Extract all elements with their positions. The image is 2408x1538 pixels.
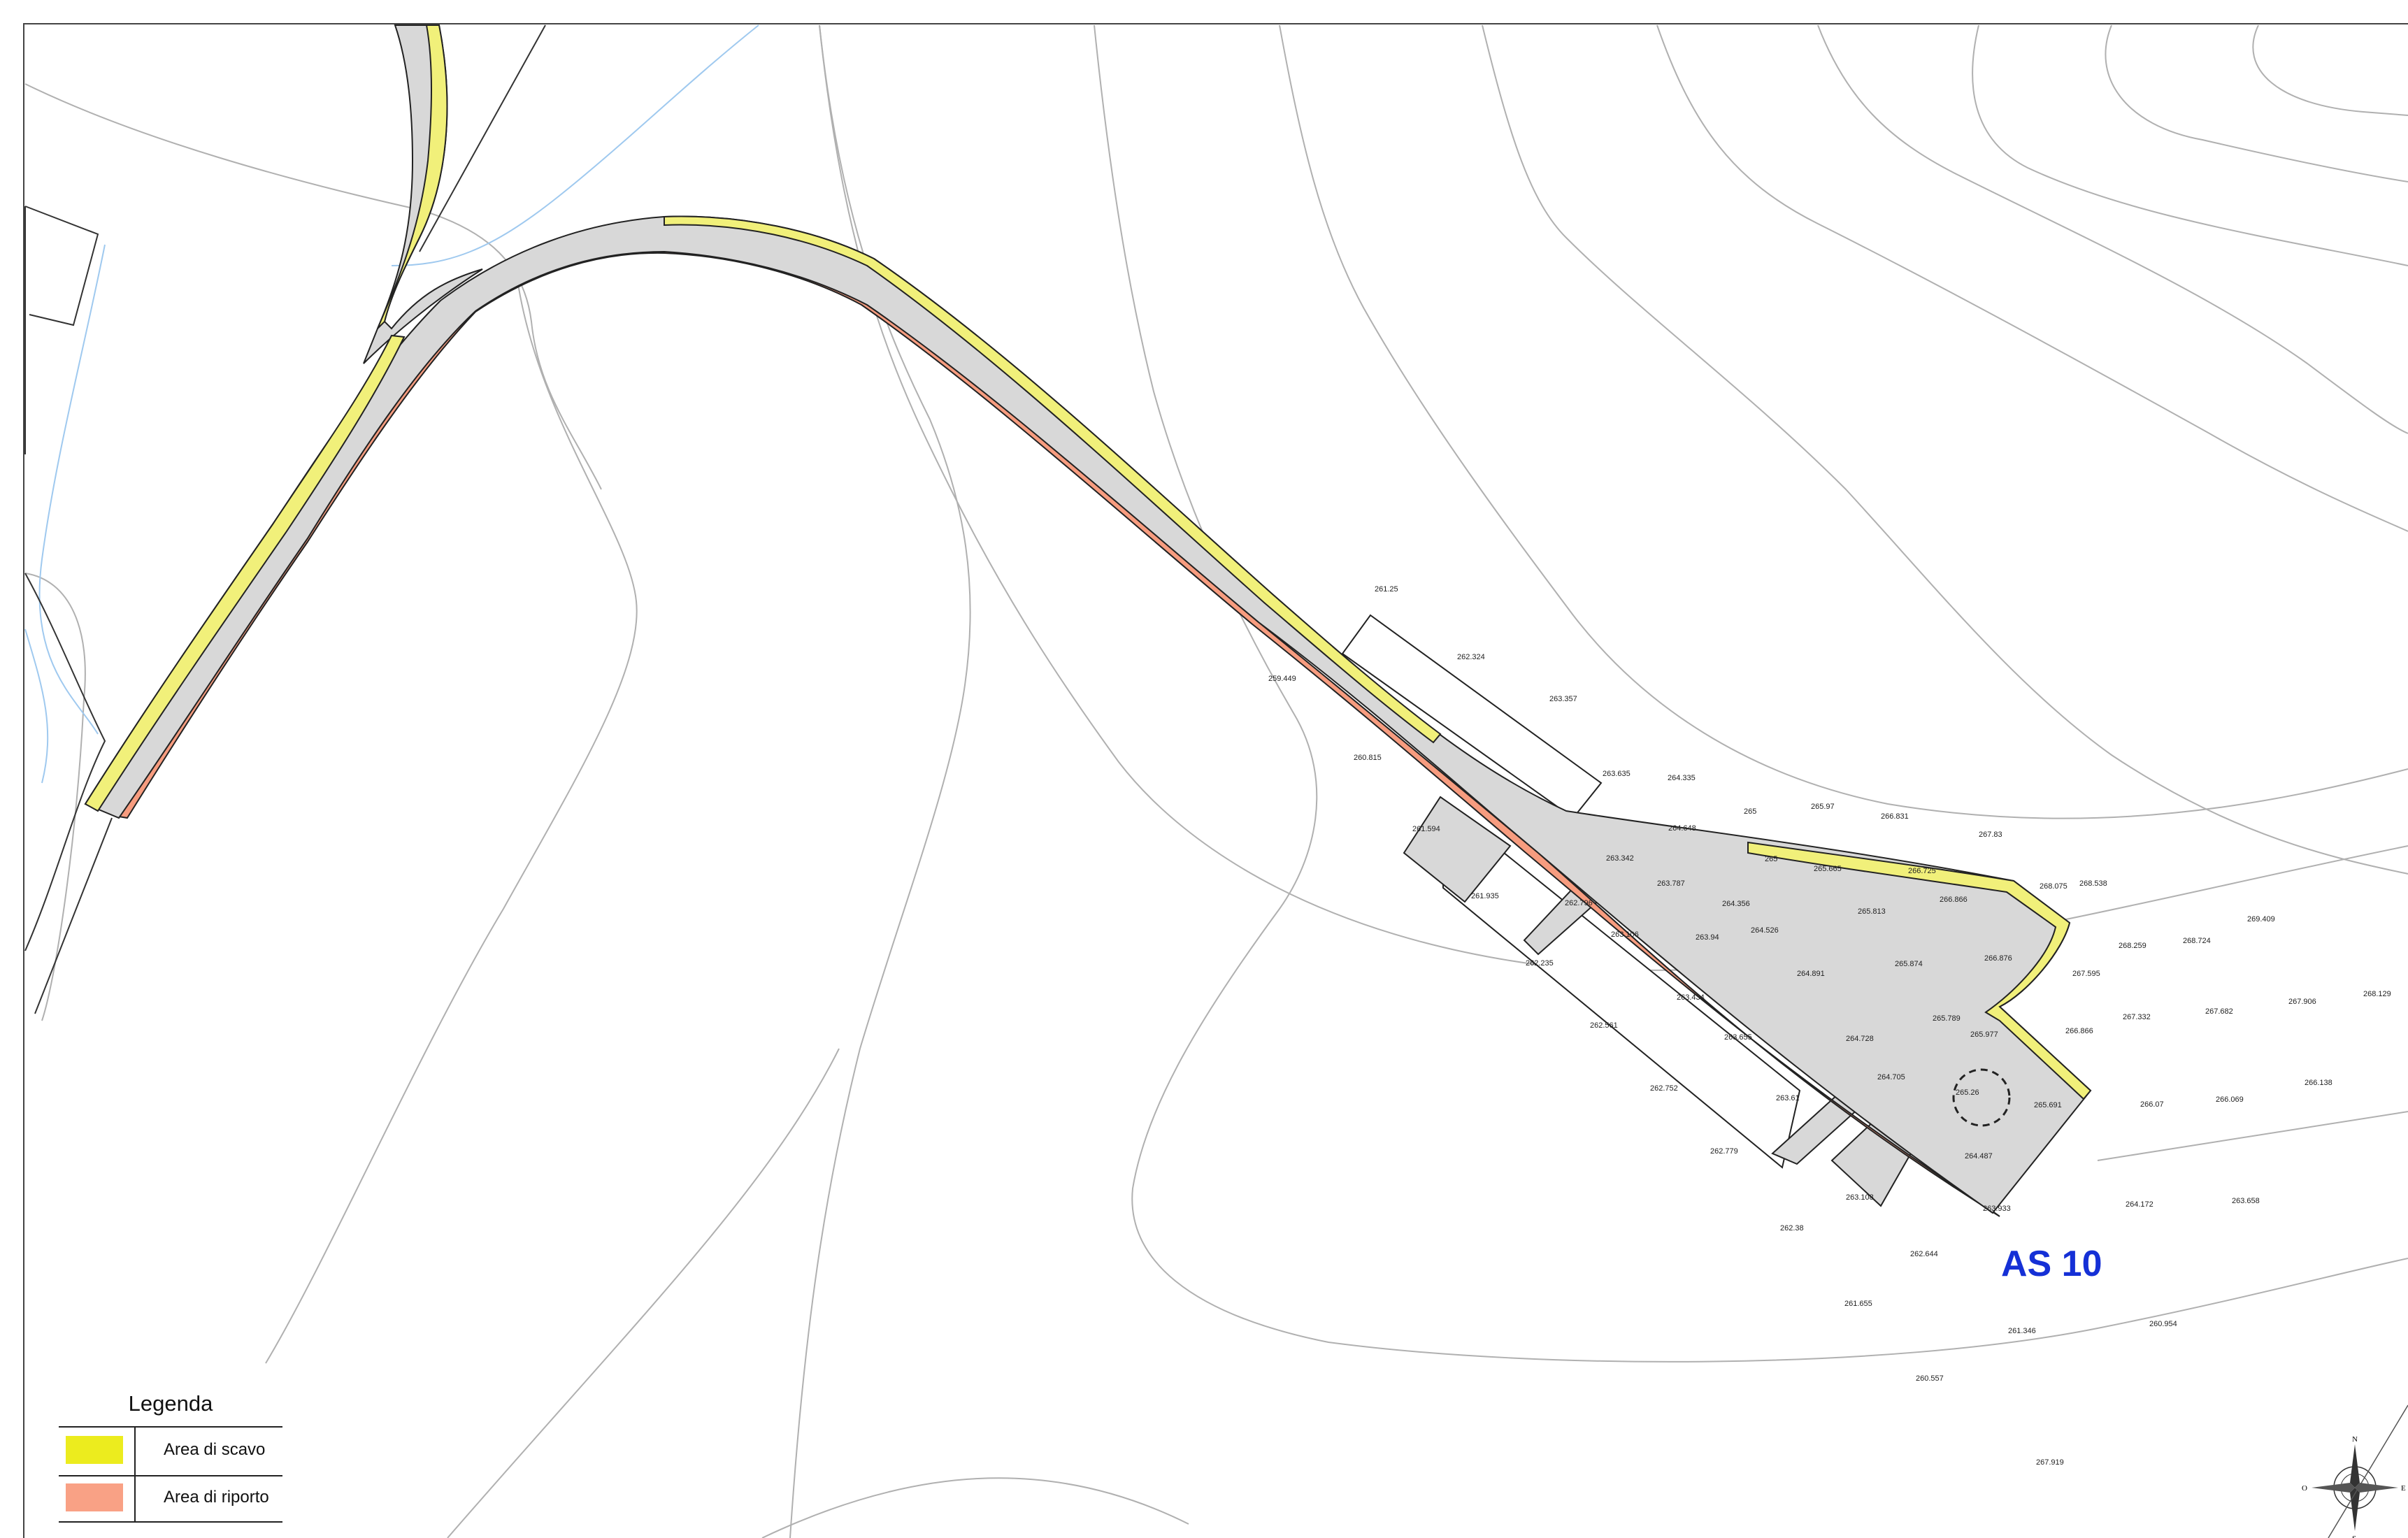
platform-structures: [1341, 614, 1924, 1207]
map-frame: [23, 23, 2408, 1538]
elevation-label: 265.26: [1956, 1088, 1979, 1097]
elevation-label: 268.129: [2363, 990, 2391, 998]
elevation-label: 267.919: [2036, 1458, 2064, 1467]
elevation-label: 269.409: [2247, 915, 2275, 923]
legend-title: Legenda: [128, 1391, 213, 1416]
compass-n: N: [2352, 1435, 2358, 1444]
elevation-label: 259.449: [1268, 675, 1296, 683]
contour-lines: [24, 24, 2408, 1538]
elevation-label: 262.752: [1650, 1084, 1678, 1093]
elevation-label: 263.658: [2232, 1197, 2260, 1205]
elevation-label: 263.635: [1603, 770, 1631, 778]
compass-e: E: [2401, 1484, 2406, 1493]
legend-bottom-rule: [59, 1521, 282, 1523]
elevation-label: 262.644: [1910, 1250, 1938, 1258]
elevation-label: 267.595: [2072, 970, 2100, 978]
legend-divider: [134, 1426, 136, 1523]
elevation-label: 266.876: [1984, 954, 2012, 963]
elevation-label: 262.796: [1565, 899, 1593, 907]
elevation-label: 263.434: [1677, 993, 1705, 1002]
elevation-label: 260.954: [2149, 1320, 2177, 1328]
elevation-label: 267.83: [1979, 831, 2002, 839]
legend-mid-rule: [59, 1475, 282, 1476]
elevation-label: 266.07: [2140, 1100, 2164, 1109]
elevation-label: 268.075: [2040, 882, 2067, 891]
elevation-label: 262.38: [1780, 1224, 1804, 1232]
elevation-label: 261.594: [1412, 825, 1440, 833]
elevation-label: 266.725: [1908, 867, 1936, 875]
elevation-label: 265.977: [1970, 1030, 1998, 1039]
elevation-label: 262.561: [1590, 1021, 1618, 1030]
elevation-label: 263.108: [1846, 1193, 1874, 1202]
elevation-label: 265.789: [1933, 1014, 1961, 1023]
elevation-label: 263.933: [1983, 1205, 2011, 1213]
compass-s: S: [2352, 1535, 2356, 1538]
elevation-label: 261.346: [2008, 1327, 2036, 1335]
elevation-label: 260.815: [1354, 754, 1382, 762]
elevation-label: 265.813: [1858, 907, 1886, 916]
elevation-label: 266.069: [2216, 1095, 2244, 1104]
elevation-label: 263.357: [1549, 695, 1577, 703]
elevation-label: 266.138: [2305, 1079, 2332, 1087]
elevation-label: 264.648: [1668, 824, 1696, 833]
elevation-label: 268.259: [2119, 942, 2147, 950]
elevation-label: 265.874: [1895, 960, 1923, 968]
compass-o: O: [2302, 1484, 2307, 1493]
elevation-label: 265: [1765, 855, 1777, 863]
elevation-label: 260.557: [1916, 1374, 1944, 1383]
excavation-area-north: [377, 24, 448, 329]
elevation-label: 264.728: [1846, 1035, 1874, 1043]
elevation-label: 265: [1744, 807, 1756, 816]
elevation-label: 263.61: [1776, 1094, 1800, 1102]
elevation-label: 265.97: [1811, 803, 1835, 811]
elevation-label: 267.906: [2288, 998, 2316, 1006]
legend-label-excavation: Area di scavo: [164, 1440, 266, 1459]
elevation-label: 265.665: [1814, 865, 1842, 873]
elevation-label: 264.172: [2126, 1200, 2153, 1209]
legend-top-rule: [59, 1426, 282, 1428]
elevation-label: 264.526: [1751, 926, 1779, 935]
elevation-label: 262.235: [1526, 959, 1554, 968]
north-arrow-compass-icon: N E S O: [2302, 1435, 2406, 1538]
streams: [24, 24, 759, 784]
elevation-label: 263.787: [1657, 879, 1685, 888]
site-label: AS 10: [2001, 1244, 2102, 1284]
elevation-label: 263.106: [1611, 930, 1639, 939]
legend-swatch-excavation: [66, 1436, 123, 1464]
legend: Legenda Area di scavo Area di riporto: [59, 1386, 282, 1523]
elevation-label: 264.335: [1668, 774, 1696, 782]
legend-swatch-fill: [66, 1483, 123, 1511]
elevation-label: 264.705: [1877, 1073, 1905, 1081]
elevation-label: 261.655: [1844, 1300, 1872, 1308]
elevation-label: 263.342: [1606, 854, 1634, 863]
elevation-label: 263.94: [1696, 933, 1719, 942]
elevation-label: 261.935: [1471, 892, 1499, 900]
dashed-circle-feature: [1952, 1068, 2011, 1127]
elevation-label: 262.779: [1710, 1147, 1738, 1156]
excavation-area-north-edge: [664, 215, 1442, 744]
elevation-label: 266.831: [1881, 812, 1909, 821]
elevation-label: 265.691: [2034, 1101, 2062, 1109]
compass-border-line: [2328, 1404, 2408, 1538]
legend-label-fill: Area di riporto: [164, 1488, 269, 1507]
excavation-area-west: [84, 334, 406, 812]
elevation-label: 266.866: [2065, 1027, 2093, 1035]
elevation-label: 264.891: [1797, 970, 1825, 978]
elevation-labels: 261.25 262.324 259.449 263.357 260.815 263.63…: [1268, 585, 2391, 1467]
elevation-label: 268.538: [2079, 879, 2107, 888]
elevation-label: 262.324: [1457, 653, 1485, 661]
elevation-label: 263.655: [1724, 1033, 1752, 1042]
elevation-label: 267.682: [2205, 1007, 2233, 1016]
excavation-area-east: [1747, 841, 2092, 1100]
elevation-label: 267.332: [2123, 1013, 2151, 1021]
boundary-lines: [24, 24, 546, 1014]
elevation-label: 268.724: [2183, 937, 2211, 945]
elevation-label: 266.866: [1940, 896, 1968, 904]
elevation-label: 264.487: [1965, 1152, 1993, 1160]
elevation-label: 261.25: [1375, 585, 1398, 594]
elevation-label: 264.356: [1722, 900, 1750, 908]
